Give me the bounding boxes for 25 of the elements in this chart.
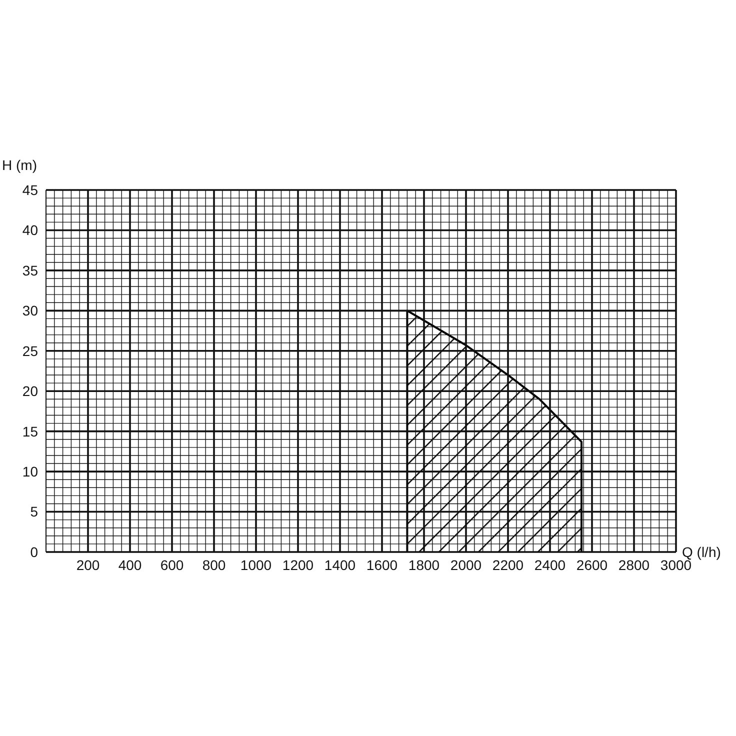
x-tick-label: 2400 xyxy=(534,556,566,573)
x-tick-label: 2800 xyxy=(618,556,650,573)
y-tick-label: 20 xyxy=(22,383,38,400)
y-tick-label: 40 xyxy=(22,222,38,238)
x-tick-label: 200 xyxy=(76,556,100,573)
x-tick-label: 1400 xyxy=(324,556,356,573)
x-tick-label: 1000 xyxy=(240,556,272,573)
x-tick-label: 1200 xyxy=(282,556,314,573)
x-tick-label: 1600 xyxy=(366,556,398,573)
y-tick-label: 35 xyxy=(22,262,38,278)
y-tick-label: 25 xyxy=(22,342,38,359)
y-tick-label: 5 xyxy=(30,504,38,520)
x-tick-label: 800 xyxy=(202,556,226,573)
y-axis-title: H (m) xyxy=(2,157,37,173)
y-tick-label: 30 xyxy=(22,302,38,319)
y-tick-label: 0 xyxy=(30,544,38,560)
x-tick-label: 2200 xyxy=(492,556,524,573)
x-tick-label: 2600 xyxy=(576,556,608,573)
y-tick-label: 15 xyxy=(22,423,38,440)
y-tick-label: 10 xyxy=(22,464,38,480)
x-tick-label: 400 xyxy=(118,556,142,573)
x-tick-label: 2000 xyxy=(450,556,482,573)
x-tick-label: 600 xyxy=(160,556,184,573)
x-tick-label: 1800 xyxy=(408,556,440,573)
y-tick-label: 45 xyxy=(22,182,38,198)
